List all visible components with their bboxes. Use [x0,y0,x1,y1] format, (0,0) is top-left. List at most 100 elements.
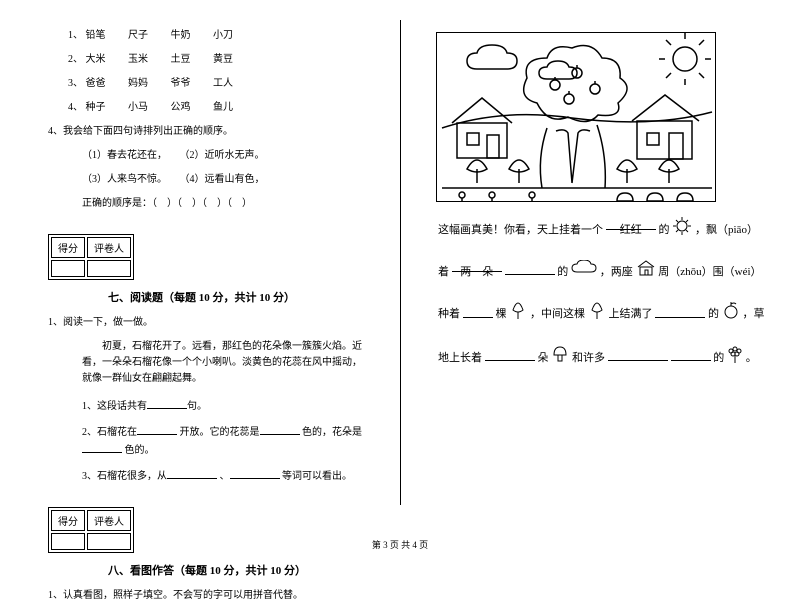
text: 上结满了 [609,309,653,321]
list-item: 4、 种子 小马 公鸡 鱼儿 [48,100,370,116]
list-item: 2、 大米 玉米 土豆 黄豆 [48,52,370,68]
item-word: 土豆 [171,54,191,65]
grader-header: 评卷人 [87,237,131,258]
text: ，飘（piāo） [695,224,758,236]
blank-field[interactable] [82,441,122,453]
fill-line-4: 地上长着 朵 和许多 的 。 [438,344,766,373]
page-footer: 第 3 页 共 4 页 [0,538,800,551]
item-word: 大米 [86,54,106,65]
section-7-title: 七、阅读题（每题 10 分，共计 10 分） [108,289,295,305]
poem-part: （3）人来鸟不惊。 [82,174,167,185]
right-column: 这幅画真美！你看，天上挂着一个 红红 的 ，飘（piāo） 着 两 朵 的 ，两… [400,0,800,565]
blank-field[interactable] [671,349,711,361]
blank-field[interactable] [485,349,535,361]
blank-field[interactable] [167,467,217,479]
blank-sample: 红红 [606,218,656,230]
flower-icon [727,344,743,373]
blank-sample: 两 朵 [452,260,502,272]
item-word: 尺子 [128,30,148,41]
reading-sub-q1: 1、这段话共有 句。 [48,397,370,415]
blank-field[interactable] [137,423,177,435]
list-item: 3、 爸爸 妈妈 爷爷 工人 [48,76,370,92]
blank-field[interactable] [147,397,187,409]
reading-body: 初夏，石榴花开了。远看，那红色的花朵像一簇簇火焰。近看，一朵朵石榴花像一个个小喇… [48,339,370,387]
blank-field[interactable] [463,306,493,318]
text: 的 [557,266,568,278]
scene-illustration [436,32,716,202]
item-num: 3、 [68,78,83,89]
q-text: 3、石榴花很多，从 [82,471,167,482]
item-word: 小刀 [213,30,233,41]
item-word: 玉米 [128,54,148,65]
left-column: 1、 铅笔 尺子 牛奶 小刀 2、 大米 玉米 土豆 黄豆 3、 爸爸 妈妈 爷… [0,0,400,565]
item-num: 2、 [68,54,83,65]
poem-part: （1）春去花还在， [82,150,167,161]
q-text: 色的。 [125,445,155,456]
poem-part: （2）近听水无声。 [180,150,265,161]
q-text: 1、这段话共有 [82,401,147,412]
score-cell[interactable] [51,260,85,277]
reading-sub-q3: 3、石榴花很多，从 、 等词可以看出。 [48,467,370,485]
writing-q1: 1、认真看图，照样子填空。不会写的字可以用拼音代替。 [48,588,370,604]
poem-line: （1）春去花还在， （2）近听水无声。 [48,148,370,164]
text: 的 [659,224,670,236]
text: 朵 [538,352,549,364]
item-word: 工人 [213,78,233,89]
tree-icon [509,300,527,329]
cloud-icon [571,260,597,285]
score-header: 得分 [51,237,85,258]
item-num: 4、 [68,102,83,113]
reading-sub-q2: 2、石榴花在 开放。它的花蕊是 色的，花朵是 色的。 [48,423,370,459]
q-text: 句。 [187,401,207,412]
blank-field[interactable] [260,423,300,435]
text: 这幅画真美！你看，天上挂着一个 [438,224,603,236]
fill-line-1: 这幅画真美！你看，天上挂着一个 红红 的 ，飘（piāo） [438,216,766,245]
blank-field[interactable] [230,467,280,479]
text: ，中间这棵 [530,309,585,321]
item-word: 鱼儿 [213,102,233,113]
item-num: 1、 [68,30,83,41]
list-item: 1、 铅笔 尺子 牛奶 小刀 [48,28,370,44]
item-word: 妈妈 [128,78,148,89]
item-word: 铅笔 [86,30,106,41]
text: 地上长着 [438,352,482,364]
text: 周（zhōu）围（wéi） [658,266,761,278]
order-answer: 正确的顺序是：（ ）（ ）（ ）（ ） [48,196,370,212]
text: 的 [708,309,719,321]
question-4: 4、我会给下面四句诗排列出正确的顺序。 [48,124,370,140]
item-word: 牛奶 [171,30,191,41]
poem-line: （3）人来鸟不惊。 （4）远看山有色， [48,172,370,188]
fill-line-3: 种着 棵 ，中间这棵 上结满了 的 ，草 [438,300,766,329]
mushroom-icon [551,345,569,372]
text: ，两座 [600,266,633,278]
sun-icon [672,216,692,245]
tree-icon [588,300,606,329]
item-word: 爷爷 [171,78,191,89]
text: 着 [438,266,449,278]
item-word: 种子 [86,102,106,113]
score-table: 得分 评卷人 [48,234,134,280]
q-text: 开放。它的花蕊是 [180,427,260,438]
scene-svg [437,33,716,202]
house-icon [636,259,656,286]
text: 棵 [496,309,507,321]
item-word: 黄豆 [213,54,233,65]
item-word: 小马 [128,102,148,113]
blank-field[interactable] [608,349,668,361]
grader-cell[interactable] [87,260,131,277]
blank-field[interactable] [655,306,705,318]
section-8-title: 八、看图作答（每题 10 分，共计 10 分） [108,562,306,578]
item-word: 爸爸 [86,78,106,89]
q-text: 、 [220,471,230,482]
text: ，草 [743,309,765,321]
item-word: 公鸡 [171,102,191,113]
q-text: 色的，花朵是 [302,427,362,438]
q-text: 2、石榴花在 [82,427,137,438]
text: 。 [746,352,757,364]
q-text: 等词可以看出。 [282,471,352,482]
grader-header: 评卷人 [87,510,131,531]
score-header: 得分 [51,510,85,531]
apple-icon [722,301,740,328]
blank-field[interactable] [505,263,555,275]
text: 和许多 [572,352,605,364]
